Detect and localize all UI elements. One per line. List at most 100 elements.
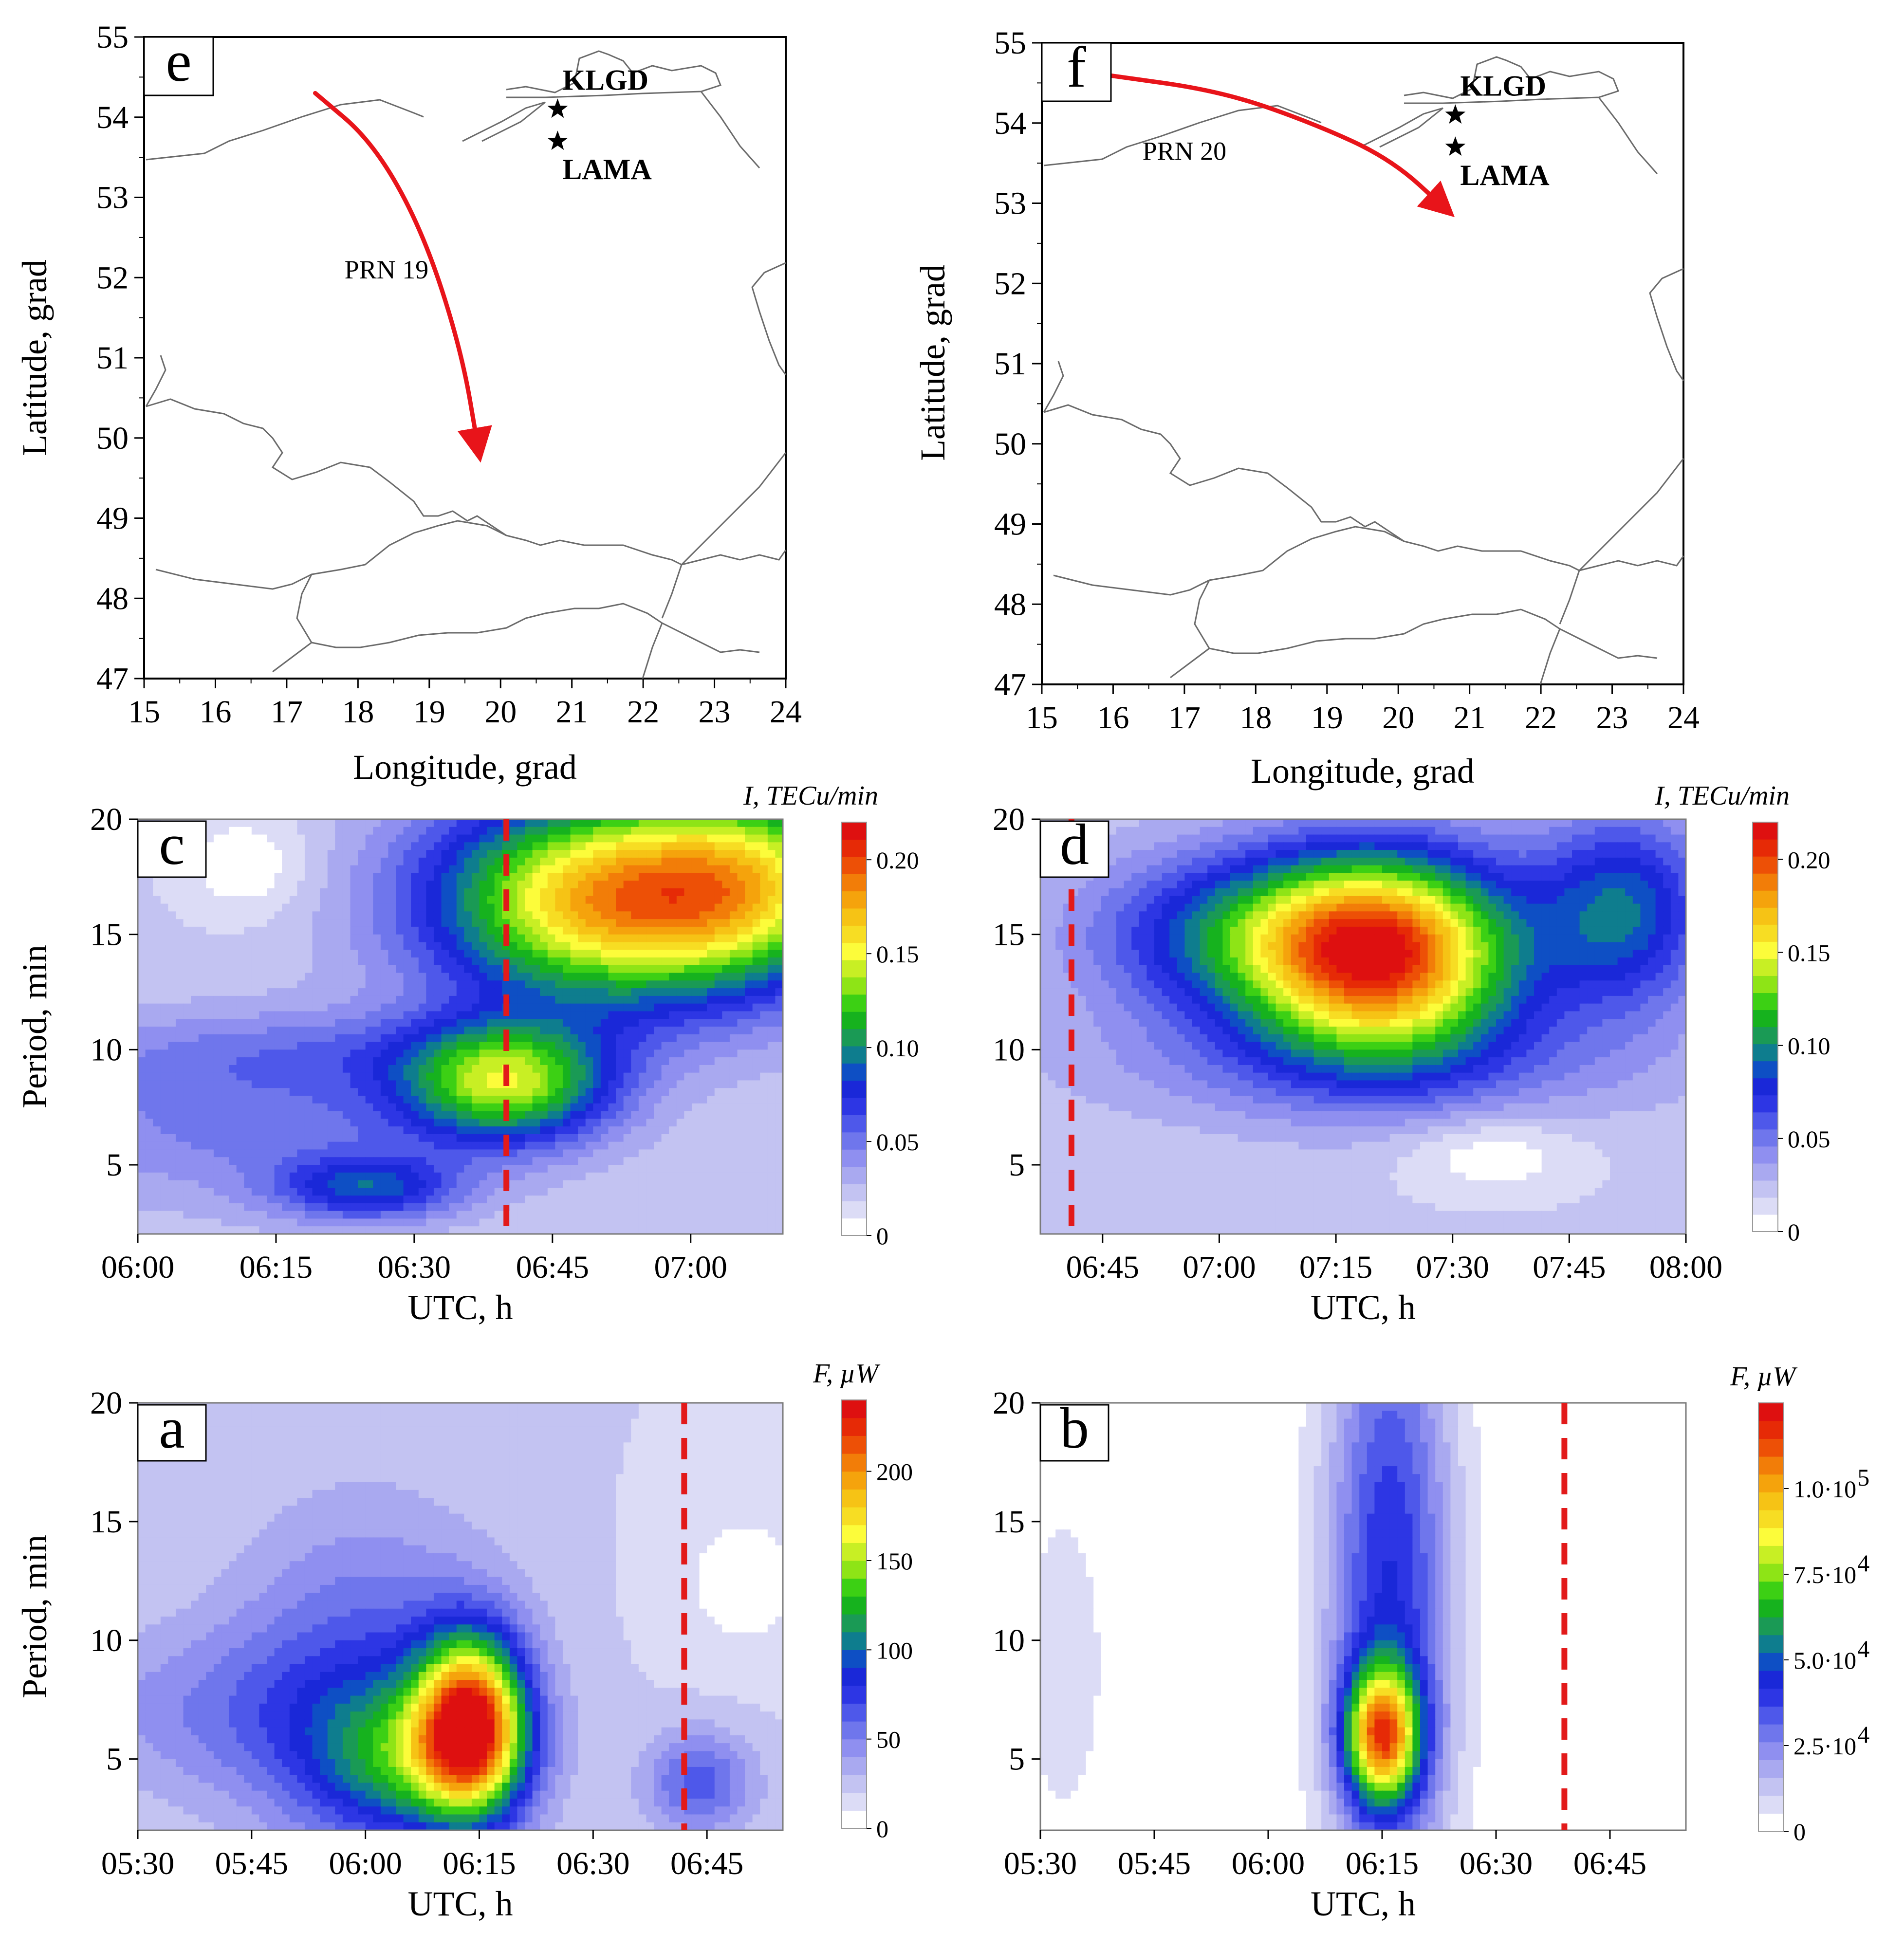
panel-c-cell	[221, 1042, 229, 1050]
panel-d-cell	[1146, 819, 1155, 828]
panel-c-cell	[380, 1111, 389, 1120]
panel-c-cell	[745, 1188, 753, 1196]
panel-c-cell	[517, 1141, 525, 1150]
panel-c-cell	[168, 934, 176, 943]
panel-c-cell	[707, 1188, 715, 1196]
panel-c-cell	[418, 1019, 427, 1027]
panel-c-cell	[752, 1019, 761, 1027]
panel-c-cell	[669, 995, 677, 1004]
panel-c-cell	[570, 842, 578, 850]
panel-c-cell	[752, 896, 761, 904]
panel-d-cell	[1526, 827, 1534, 835]
panel-c-cell	[737, 1049, 745, 1058]
panel-c-cell	[411, 934, 419, 943]
panel-c-cell	[646, 1149, 654, 1158]
panel-c-cell	[570, 911, 578, 920]
panel-c-cell	[722, 1211, 730, 1219]
panel-c-cell	[646, 857, 654, 866]
panel-c-cell	[433, 1226, 442, 1234]
panel-c-cell	[608, 896, 616, 904]
panel-c-cell	[593, 1034, 601, 1043]
panel-c-cell	[722, 1042, 730, 1050]
panel-c-cell	[593, 950, 601, 958]
panel-c-cell	[168, 1211, 176, 1219]
panel-c-cell	[335, 1119, 343, 1127]
panel-c-cell	[532, 1141, 540, 1150]
panel-c-cell	[145, 1034, 153, 1043]
panel-c-cell	[464, 1196, 472, 1204]
map-f-ytick-label: 52	[994, 266, 1026, 301]
panel-c-cell	[631, 1011, 639, 1020]
panel-c-cell	[365, 1180, 374, 1189]
panel-c-cell	[441, 1172, 449, 1181]
panel-c-cell	[138, 1203, 146, 1212]
panel-c-cell	[555, 919, 563, 927]
panel-c-cell	[525, 1157, 533, 1165]
map-f-ytick-label: 54	[994, 106, 1026, 141]
panel-c-cell	[441, 957, 449, 966]
panel-d-cell	[1298, 827, 1307, 835]
panel-c-cell	[623, 819, 632, 828]
map-f-xtick-label: 19	[1311, 700, 1343, 736]
panel-c-cell	[327, 988, 336, 996]
panel-c-cell	[335, 903, 343, 912]
panel-c-cell	[312, 1011, 320, 1020]
panel-c-cell	[585, 1057, 594, 1066]
panel-c-cell	[138, 1103, 146, 1112]
panel-c-cell	[282, 873, 290, 882]
panel-c-cell	[168, 1088, 176, 1096]
panel-c-cell	[297, 1072, 305, 1081]
panel-c-cell	[669, 934, 677, 943]
panel-c-cell	[502, 1019, 510, 1027]
panel-c-cell	[327, 934, 336, 943]
panel-c-cell	[335, 1103, 343, 1112]
panel-c-cell	[175, 1165, 184, 1173]
panel-c-cell	[600, 973, 609, 981]
panel-c-cell	[229, 819, 237, 828]
panel-c-cell	[745, 942, 753, 951]
map-e-frame	[143, 36, 787, 680]
panel-c-cell	[479, 865, 487, 874]
panel-c-cell	[304, 1165, 313, 1173]
panel-c-cell	[600, 1049, 609, 1058]
panel-c-cell	[304, 911, 313, 920]
panel-c-cell	[418, 1226, 427, 1234]
panel-c-cell	[532, 1188, 540, 1196]
panel-d-cell	[1534, 819, 1542, 828]
panel-c-cell	[267, 819, 275, 828]
panel-c-cell	[236, 1211, 245, 1219]
panel-d-cell	[1146, 834, 1155, 843]
panel-c-cell	[138, 1218, 146, 1227]
panel-c-cell	[517, 1165, 525, 1173]
panel-c-cell	[464, 926, 472, 935]
panel-c-cell	[221, 850, 229, 858]
panel-c-cell	[418, 1126, 427, 1135]
panel-c-cell	[403, 911, 411, 920]
panel-c-cell	[426, 950, 434, 958]
panel-c-cell	[396, 1019, 404, 1027]
panel-c-cell	[175, 995, 184, 1004]
panel-c-cell	[562, 1188, 571, 1196]
panel-c-cell	[198, 1226, 207, 1234]
panel-c-cell	[213, 1049, 222, 1058]
panel-c-cell	[138, 1141, 146, 1150]
panel-c-cell	[221, 980, 229, 989]
panel-c-cell	[600, 911, 609, 920]
panel-c-cell	[570, 1111, 578, 1120]
panel-c-cell	[600, 1042, 609, 1050]
panel-c-cell	[479, 1080, 487, 1089]
panel-c-cell	[145, 980, 153, 989]
panel-c-cell	[775, 1196, 783, 1204]
panel-c-cell	[616, 988, 624, 996]
panel-c-cell	[623, 834, 632, 843]
panel-c-cell	[289, 1011, 298, 1020]
panel-c-cell	[775, 1141, 783, 1150]
panel-c-cell	[160, 1003, 169, 1012]
panel-c-cell	[259, 850, 267, 858]
panel-c-cell	[289, 1180, 298, 1189]
panel-c-cell	[168, 1157, 176, 1165]
panel-c-cell	[411, 1019, 419, 1027]
panel-c-cell	[593, 1072, 601, 1081]
panel-d-cell	[1579, 819, 1588, 828]
panel-c-cell	[638, 1003, 647, 1012]
